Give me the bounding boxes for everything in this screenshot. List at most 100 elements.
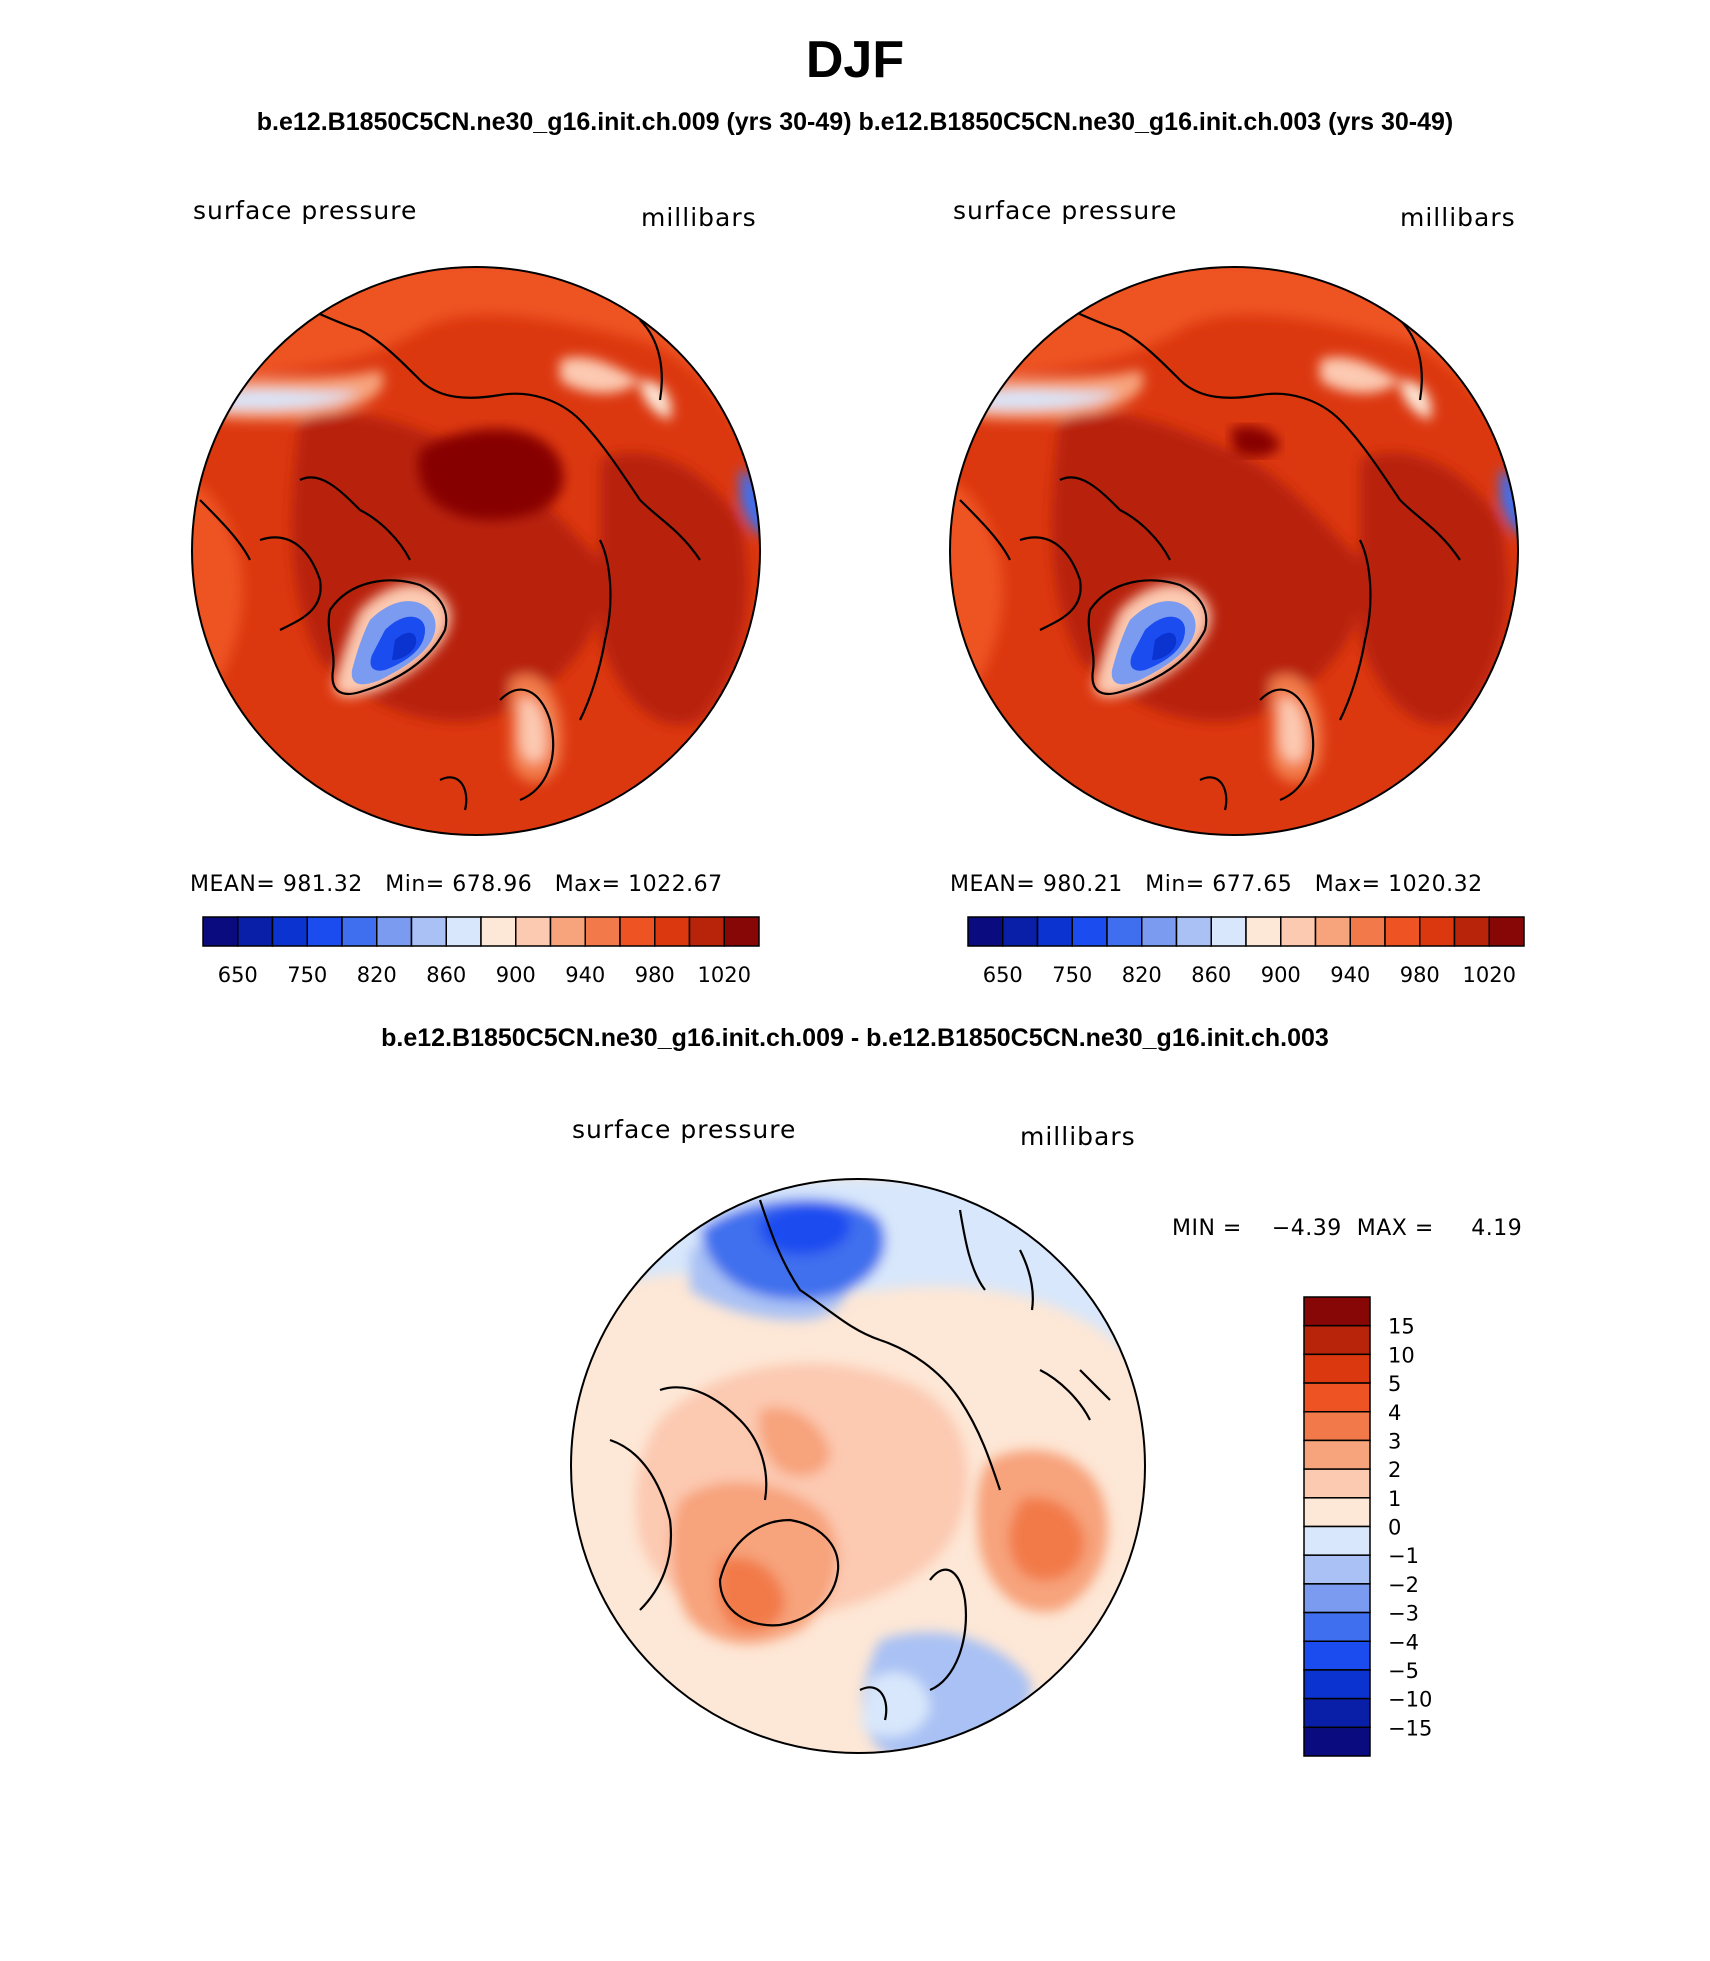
colorbar-abs-left-tick-label: 980 — [635, 963, 675, 987]
diff-map-border — [570, 1178, 1146, 1754]
colorbar-diff-swatch — [1303, 1353, 1371, 1384]
colorbar-abs-left-tick-label: 900 — [496, 963, 536, 987]
colorbar-abs-left-swatch — [584, 916, 621, 947]
colorbar-abs-right-tick-label: 650 — [983, 963, 1023, 987]
colorbar-abs-right-swatch — [1036, 916, 1073, 947]
colorbar-abs-left-swatch — [723, 916, 760, 947]
colorbar-abs-left-tick-label: 860 — [426, 963, 466, 987]
colorbar-abs-left-tick-label: 650 — [218, 963, 258, 987]
colorbar-abs-right-swatch — [1106, 916, 1143, 947]
colorbar-diff-tick-label: 15 — [1388, 1315, 1415, 1339]
panel2-variable-label: surface pressure — [953, 196, 1178, 225]
diff-title: b.e12.B1850C5CN.ne30_g16.init.ch.009 - b… — [381, 1024, 1329, 1052]
colorbar-abs-right-swatch — [1419, 916, 1456, 947]
colorbar-diff-swatch — [1303, 1640, 1371, 1671]
panel2-stats: MEAN= 980.21 Min= 677.65 Max= 1020.32 — [950, 872, 1483, 897]
colorbar-abs-right-tick-label: 820 — [1122, 963, 1162, 987]
colorbar-abs-right-swatch — [1384, 916, 1421, 947]
colorbar-abs-right-tick-label: 860 — [1191, 963, 1231, 987]
colorbar-abs-left-tick-label: 940 — [565, 963, 605, 987]
colorbar-diff-swatch — [1303, 1726, 1371, 1757]
colorbar-diff-swatch — [1303, 1324, 1371, 1356]
colorbar-diff-swatch — [1303, 1439, 1371, 1470]
colorbar-abs-right-tick-label: 940 — [1330, 963, 1370, 987]
colorbar-abs-right-swatch — [1453, 916, 1490, 947]
colorbar-abs-left-swatch — [376, 916, 413, 947]
colorbar-diff-tick-label: 5 — [1388, 1372, 1401, 1396]
panel1-units-label: millibars — [641, 203, 757, 232]
colorbar-diff-swatch — [1303, 1669, 1371, 1700]
colorbar-abs-left-tick-label: 750 — [287, 963, 327, 987]
colorbar-diff-tick-label: −1 — [1388, 1544, 1419, 1568]
colorbar-abs-left-swatch — [688, 916, 725, 947]
panel1-stats: MEAN= 981.32 Min= 678.96 Max= 1022.67 — [190, 872, 723, 897]
colorbar-diff-swatch — [1303, 1554, 1371, 1585]
colorbar-abs-left-swatch — [237, 916, 274, 947]
colorbar-diff-swatch — [1303, 1525, 1371, 1556]
colorbar-diff-tick-label: 0 — [1388, 1516, 1401, 1540]
colorbar-abs-right-swatch — [1002, 916, 1039, 947]
colorbar-abs-right-swatch — [1071, 916, 1108, 947]
diff-variable-label: surface pressure — [572, 1115, 797, 1144]
colorbar-diff-swatch — [1303, 1697, 1371, 1729]
colorbar-diff-tick-label: 3 — [1388, 1429, 1401, 1453]
colorbar-abs-right-swatch — [1210, 916, 1247, 947]
diff-stats: MIN = −4.39 MAX = 4.19 — [1172, 1216, 1523, 1241]
figure-title: DJF — [805, 31, 905, 89]
colorbar-abs-left-swatch — [549, 916, 586, 947]
colorbar-abs-left-swatch — [654, 916, 691, 947]
colorbar-abs-left-swatch — [341, 916, 378, 947]
panel2-map — [950, 267, 1518, 835]
colorbar-diff-tick-label: −2 — [1388, 1573, 1419, 1597]
colorbar-abs-left-swatch — [480, 916, 517, 947]
colorbar-abs-right-swatch — [967, 916, 1004, 947]
colorbar-diff-tick-label: 1 — [1388, 1487, 1401, 1511]
colorbar-diff-tick-label: −4 — [1388, 1630, 1419, 1654]
colorbar-diff-tick-label: −10 — [1388, 1688, 1432, 1712]
colorbar-diff-tick-label: 2 — [1388, 1458, 1401, 1482]
colorbar-abs-left-tick-label: 1020 — [698, 963, 751, 987]
colorbar-abs-left-swatch — [202, 916, 239, 947]
colorbar-diff-swatch — [1303, 1583, 1371, 1614]
colorbar-diff-tick-label: 10 — [1388, 1343, 1415, 1367]
colorbar-abs-right-swatch — [1245, 916, 1282, 947]
colorbar-abs-left-swatch — [271, 916, 308, 947]
colorbar-abs-left-swatch — [619, 916, 656, 947]
colorbar-abs-left: 650 750 820 860 900 940 980 1020 — [202, 916, 760, 987]
colorbar-diff-swatch — [1303, 1468, 1371, 1499]
colorbar-diff-tick-label: −5 — [1388, 1659, 1419, 1683]
case-title: b.e12.B1850C5CN.ne30_g16.init.ch.009 (yr… — [256, 108, 1454, 136]
colorbar-diff-swatch — [1303, 1382, 1371, 1413]
colorbar-diff-tick-label: −3 — [1388, 1602, 1419, 1626]
colorbar-abs-left-tick-label: 820 — [357, 963, 397, 987]
colorbar-diff-swatch — [1303, 1611, 1371, 1642]
colorbar-abs-right-swatch — [1314, 916, 1351, 947]
colorbar-abs-right-swatch — [1349, 916, 1386, 947]
colorbar-abs-right-swatch — [1280, 916, 1317, 947]
colorbar-abs-right-tick-label: 900 — [1261, 963, 1301, 987]
colorbar-diff-tick-label: 4 — [1388, 1401, 1401, 1425]
panel1-map-border — [191, 266, 761, 836]
colorbar-abs-left-swatch — [515, 916, 552, 947]
colorbar-abs-right: 650 750 820 860 900 940 980 1020 — [967, 916, 1525, 987]
panel1-variable-label: surface pressure — [193, 196, 418, 225]
colorbar-diff-swatch — [1303, 1411, 1371, 1442]
colorbar-abs-right-swatch — [1175, 916, 1212, 947]
colorbar-abs-left-swatch — [410, 916, 447, 947]
diff-units-label: millibars — [1020, 1122, 1136, 1151]
diff-map — [571, 1179, 1145, 1753]
panel1-map — [192, 267, 760, 835]
colorbar-abs-right-tick-label: 1020 — [1463, 963, 1516, 987]
colorbar-abs-right-swatch — [1488, 916, 1525, 947]
colorbar-diff-swatch — [1303, 1296, 1371, 1327]
colorbar-abs-left-swatch — [445, 916, 482, 947]
panel2-units-label: millibars — [1400, 203, 1516, 232]
colorbar-abs-right-swatch — [1141, 916, 1178, 947]
panel2-map-border — [949, 266, 1519, 836]
colorbar-abs-right-tick-label: 750 — [1052, 963, 1092, 987]
colorbar-diff-swatch — [1303, 1497, 1371, 1528]
colorbar-abs-left-swatch — [306, 916, 343, 947]
colorbar-abs-right-tick-label: 980 — [1400, 963, 1440, 987]
